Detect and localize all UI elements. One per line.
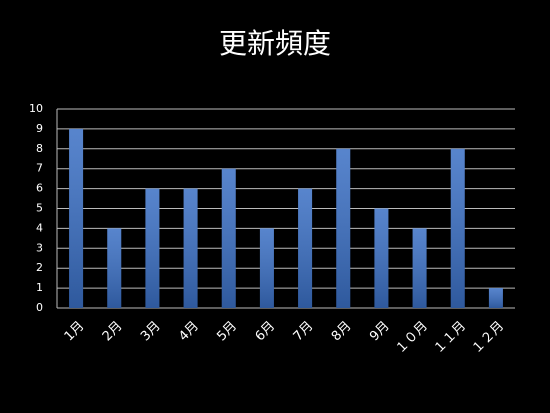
bar-shade — [259, 228, 274, 308]
y-tick-label: 0 — [36, 301, 43, 314]
y-tick-label: 1 — [36, 281, 43, 294]
bar-shade — [145, 188, 160, 308]
bar-shade — [183, 188, 198, 308]
y-tick-label: 5 — [36, 202, 43, 215]
bar-shade — [69, 128, 84, 308]
bar-shade — [412, 228, 427, 308]
bar-shade — [450, 148, 465, 308]
bar-shade — [221, 168, 236, 308]
y-tick-label: 7 — [36, 162, 43, 175]
bar-shade — [488, 288, 503, 308]
y-tick-label: 2 — [36, 261, 43, 274]
y-tick-label: 9 — [36, 122, 43, 135]
y-tick-label: 6 — [36, 182, 43, 195]
bar-shade — [374, 208, 389, 308]
chart-title: 更新頻度 — [219, 27, 331, 60]
y-tick-label: 3 — [36, 241, 43, 254]
bar-shade — [107, 228, 122, 308]
bar-shade — [336, 148, 351, 308]
bar-shade — [298, 188, 313, 308]
y-tick-label: 10 — [29, 102, 43, 115]
y-tick-label: 4 — [36, 221, 43, 234]
y-tick-label: 8 — [36, 142, 43, 155]
